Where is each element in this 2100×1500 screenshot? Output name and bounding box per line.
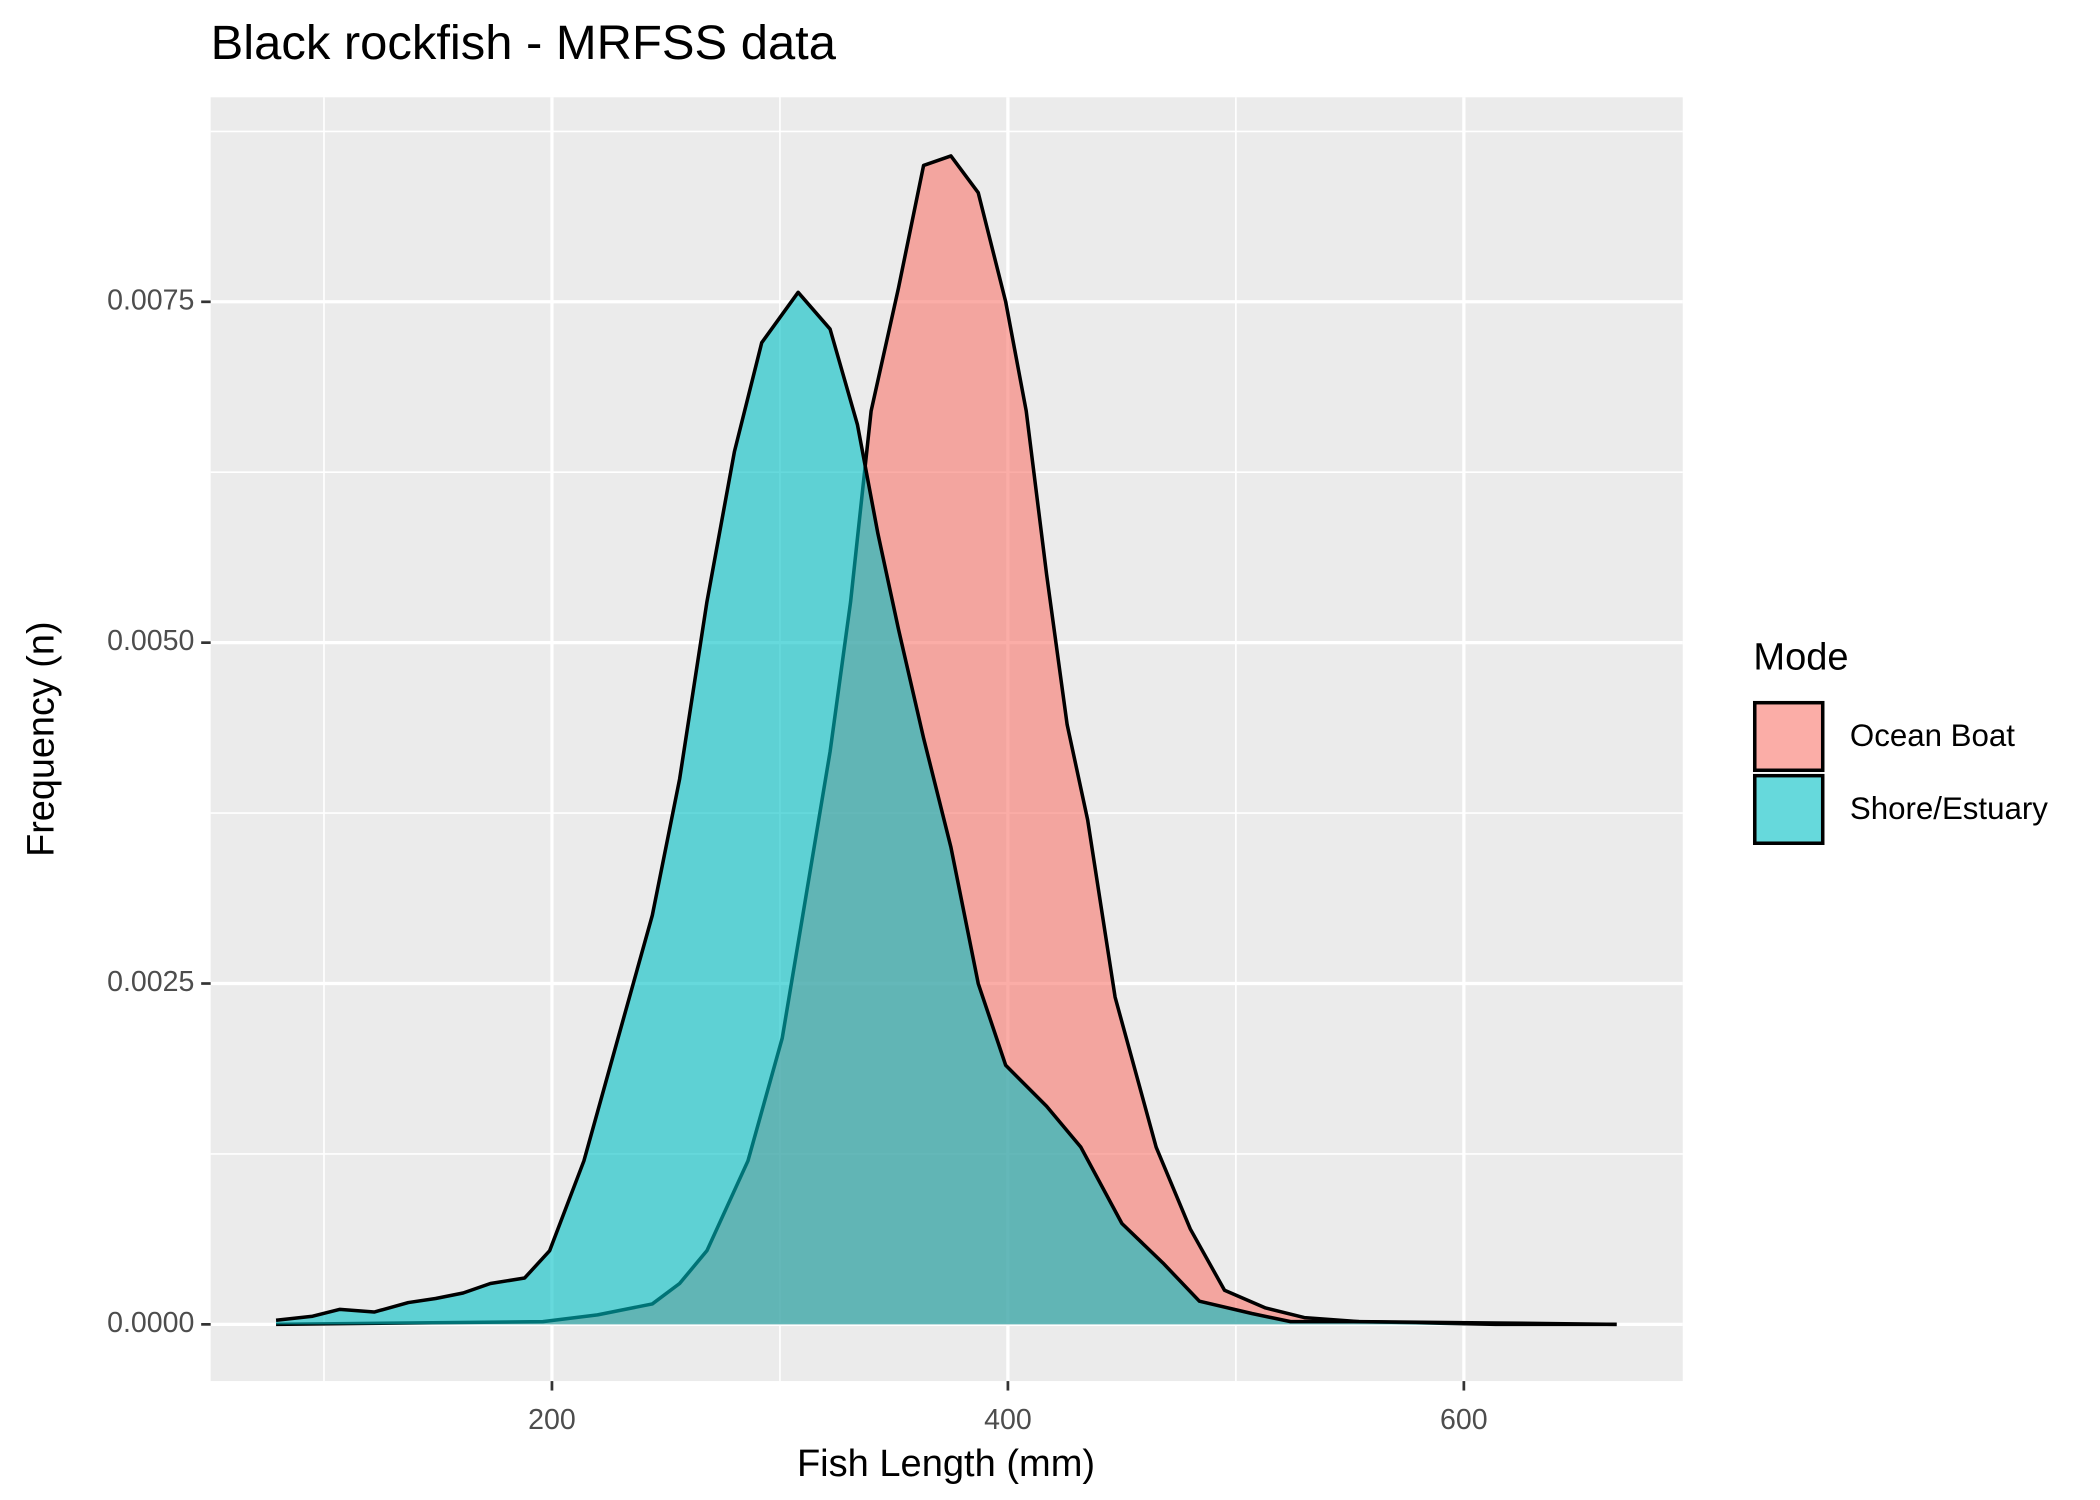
x-tick-label: 600 [1440, 1404, 1488, 1436]
y-axis-title: Frequency (n) [20, 621, 62, 856]
legend-label: Ocean Boat [1850, 718, 2015, 753]
x-tick-label: 200 [528, 1404, 576, 1436]
y-tick-label: 0.0000 [107, 1307, 194, 1339]
legend-title: Mode [1753, 637, 1848, 679]
y-tick-label: 0.0050 [107, 625, 194, 657]
y-tick-label: 0.0025 [107, 966, 194, 998]
legend-key [1752, 700, 1825, 773]
chart-title: Black rockfish - MRFSS data [211, 16, 837, 70]
legend-label: Shore/Estuary [1850, 791, 2048, 826]
density-area [276, 155, 1617, 1325]
legend: Ocean Boat Shore/Estuary [1752, 700, 2048, 845]
legend-key [1752, 773, 1825, 845]
density-line [275, 290, 1617, 1327]
x-axis-title: Fish Length (mm) [797, 1443, 1095, 1485]
y-tick-label: 0.0075 [107, 284, 194, 316]
marks [275, 154, 1617, 1327]
x-tick-label: 400 [984, 1404, 1032, 1436]
